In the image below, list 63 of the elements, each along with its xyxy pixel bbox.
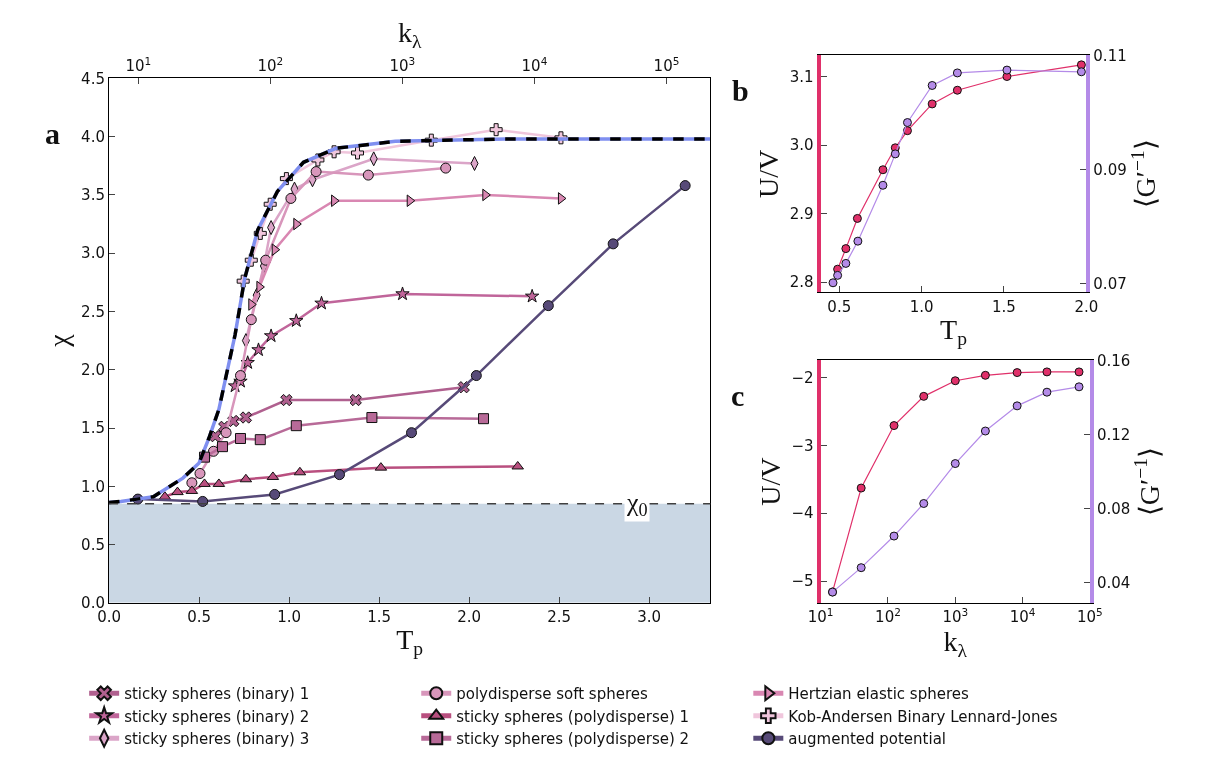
text: a [45, 117, 60, 150]
y2-tick-label: 0.07 [1093, 274, 1127, 293]
x2-tick-label: 10$^{2}$ [257, 54, 284, 76]
x-tick-label: 0.5 [187, 607, 212, 626]
x2-axis-title: k$_{λ}$ [397, 16, 422, 52]
y2-tick-label: 0.16 [1096, 351, 1131, 370]
y-tick-label: 3.0 [789, 136, 814, 155]
y-tick-label: 1.5 [81, 419, 105, 438]
x-tick-label: 10$^{3}$ [942, 605, 969, 626]
y-tick-label: 3.1 [789, 67, 814, 86]
x-axis-title: T$_{p}$ [396, 624, 424, 659]
x-tick-label: 10$^{1}$ [807, 605, 834, 626]
x-tick-label: 0.5 [827, 297, 852, 316]
x-tick-label: 1.0 [277, 607, 302, 626]
legend-label: sticky spheres (polydisperse) 2 [456, 730, 690, 749]
legend-label: polydisperse soft spheres [456, 685, 649, 704]
text: b [732, 74, 749, 107]
y-tick-label: 2.0 [81, 360, 105, 379]
ref-line-label: χ$_{0}$ [626, 488, 648, 521]
x-tick-label: 1.5 [992, 297, 1016, 316]
x-axis-title: k$_{λ}$ [943, 625, 968, 661]
legend-label: Hertzian elastic spheres [788, 685, 969, 704]
y-tick-label: 0.5 [81, 535, 105, 554]
x2-tick-label: 10$^{4}$ [521, 54, 548, 76]
y2-tick-label: 0.08 [1096, 499, 1131, 518]
y-tick-label: 2.8 [789, 273, 814, 292]
y-tick-label: 1.0 [81, 477, 105, 496]
y2-tick-label: 0.11 [1093, 46, 1127, 65]
y-axis-title: U/V [753, 149, 785, 198]
x-tick-label: 10$^{4}$ [1009, 605, 1036, 626]
x-tick-label: 2.5 [547, 607, 572, 626]
y2-tick-label: 0.04 [1096, 573, 1131, 592]
legend-label: sticky spheres (binary) 2 [124, 707, 310, 726]
y-tick-label: 2.9 [789, 204, 814, 223]
y2-tick-label: 0.12 [1096, 425, 1131, 444]
y-axis-title: U/V [754, 457, 786, 506]
y-tick-label: 3.5 [81, 186, 105, 205]
y2-tick-label: 0.09 [1093, 160, 1127, 179]
x-tick-label: 1.0 [909, 297, 934, 316]
x2-tick-label: 10$^{5}$ [653, 54, 680, 76]
y-tick-label: −3 [791, 436, 814, 455]
x-tick-label: 1.5 [367, 607, 392, 626]
legend-label: augmented potential [788, 730, 947, 749]
x-tick-label: 3.0 [637, 607, 662, 626]
x2-tick-label: 10$^{1}$ [125, 54, 152, 76]
text: c [731, 379, 745, 412]
legend-label: sticky spheres (polydisperse) 1 [456, 707, 690, 726]
y-tick-label: 4.0 [81, 127, 105, 146]
y-tick-label: 4.5 [81, 69, 105, 88]
x2-tick-label: 10$^{3}$ [389, 54, 416, 76]
y-tick-label: −4 [791, 504, 814, 523]
x-tick-label: 10$^{2}$ [875, 605, 901, 626]
y-axis-title: χ [42, 333, 74, 348]
x-tick-label: 2.0 [1074, 297, 1099, 316]
legend-label: Kob-Andersen Binary Lennard-Jones [788, 707, 1058, 726]
legend-label: sticky spheres (binary) 3 [124, 730, 310, 749]
y-tick-label: −2 [791, 368, 814, 387]
y-tick-label: −5 [791, 572, 814, 591]
x-tick-label: 2.0 [457, 607, 482, 626]
x-axis-title: T$_{p}$ [940, 313, 968, 349]
x-tick-label: 10$^{5}$ [1077, 605, 1103, 626]
y-tick-label: 3.0 [81, 244, 105, 263]
legend-label: sticky spheres (binary) 1 [124, 685, 310, 704]
